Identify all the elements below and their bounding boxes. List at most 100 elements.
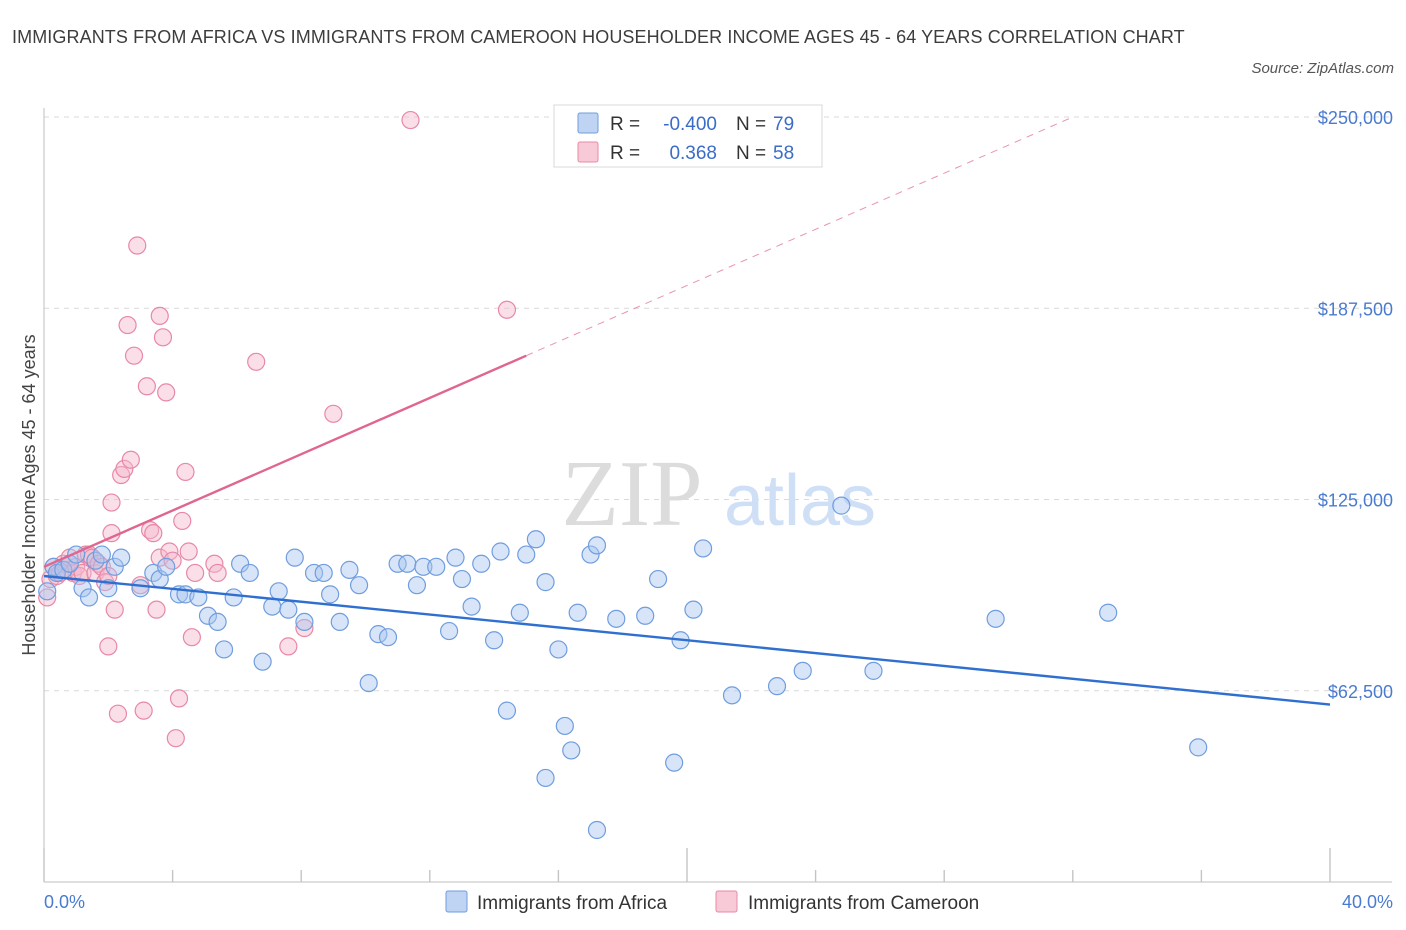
africa-point [112,548,131,567]
cameroon-point [157,383,176,402]
y-tick-labels: $62,500 $125,000 $187,500 $250,000 [1318,108,1393,702]
africa-point [497,701,517,720]
africa-point [636,606,655,625]
africa-point [321,585,340,604]
cameroon-point [153,328,173,347]
africa-point [388,554,407,573]
africa-point [92,545,111,564]
x-tick-label-max: 40.0% [1342,892,1393,912]
y-tick-label-2: $187,500 [1318,299,1393,319]
africa-point [439,621,459,641]
cameroon-point [179,542,198,561]
cameroon-point [166,729,185,748]
africa-point [295,612,314,632]
africa-trend-line [43,574,1331,706]
cameroon-point [38,588,57,607]
africa-point [472,554,491,573]
africa-point [1099,603,1118,622]
watermark-zip: ZIP [562,442,703,546]
cameroon-point [279,637,298,656]
africa-point [462,597,481,616]
africa-point [224,588,243,607]
africa-point [485,631,504,650]
watermark-atlas: atlas [724,461,876,541]
cameroon-point [247,352,266,371]
africa-point [359,673,378,693]
africa-point [587,820,607,840]
africa-point [427,557,446,576]
cameroon-point [124,346,144,365]
cameroon-point [137,377,156,396]
cameroon-point [150,306,169,325]
africa-point [214,640,234,659]
cameroon-point [147,600,166,619]
cameroon-point [401,110,420,130]
y-tick-label-1: $125,000 [1318,491,1393,511]
africa-point [767,677,787,696]
africa-point [240,563,259,583]
africa-point [340,560,359,579]
africa-point [536,768,555,788]
africa-point [105,557,124,576]
cameroon-point [497,300,517,319]
africa-point [452,569,472,589]
africa-point [722,686,742,705]
trend-lines [43,116,1331,706]
africa-point [536,573,555,592]
africa-point [648,569,668,589]
cameroon-point [73,563,92,583]
africa-point [526,530,545,549]
africa-point [549,640,568,659]
cameroon-point [324,404,343,423]
africa-point [587,536,607,555]
chart-title: IMMIGRANTS FROM AFRICA VS IMMIGRANTS FRO… [12,27,1185,47]
cameroon-point [99,637,118,656]
cameroon-point [186,563,205,583]
cameroon-point [108,704,128,723]
cameroon-point [208,563,227,583]
bottom-legend-africa-label: Immigrants from Africa [477,893,667,914]
africa-point [864,661,883,680]
axes [43,108,1392,883]
y-tick-label-0: $62,500 [1328,682,1393,702]
africa-point [349,576,369,595]
africa-point [562,741,581,760]
cameroon-point [118,315,137,335]
cameroon-point [295,618,314,638]
cameroon-point [121,450,140,469]
africa-point [38,582,57,601]
cameroon-point [134,701,153,720]
cameroon-point [102,493,121,512]
africa-point [131,579,150,598]
africa-point [607,609,626,628]
africa-point [555,716,574,736]
cameroon-point [128,236,147,255]
legend-cameroon-r-label: R = [610,143,640,164]
africa-point [314,563,333,583]
source-credit: Source: ZipAtlas.com [1251,60,1394,77]
africa-point [832,496,851,515]
africa-point [208,612,227,632]
africa-point [581,545,600,564]
africa-point [684,600,703,619]
africa-point [279,600,298,619]
x-tick-label-min: 0.0% [44,892,85,912]
africa-point [304,563,324,583]
africa-point [231,554,250,573]
africa-point [693,539,713,558]
africa-point [157,557,176,576]
africa-point [285,548,304,567]
bottom-legend-africa-swatch [445,890,468,913]
africa-point [253,652,272,671]
africa-point [665,753,684,772]
cameroon-point [115,459,134,478]
legend-cameroon-n-value: 58 [773,143,794,164]
legend-africa-n-value: 79 [773,114,794,135]
bottom-legend-cameroon-swatch [715,890,738,913]
grid-lines [44,116,1392,692]
bottom-legend: Immigrants from Africa Immigrants from C… [445,890,979,914]
legend-cameroon-n-label: N = [736,143,766,164]
cameroon-points [38,110,517,748]
cameroon-trend-line [43,354,527,568]
